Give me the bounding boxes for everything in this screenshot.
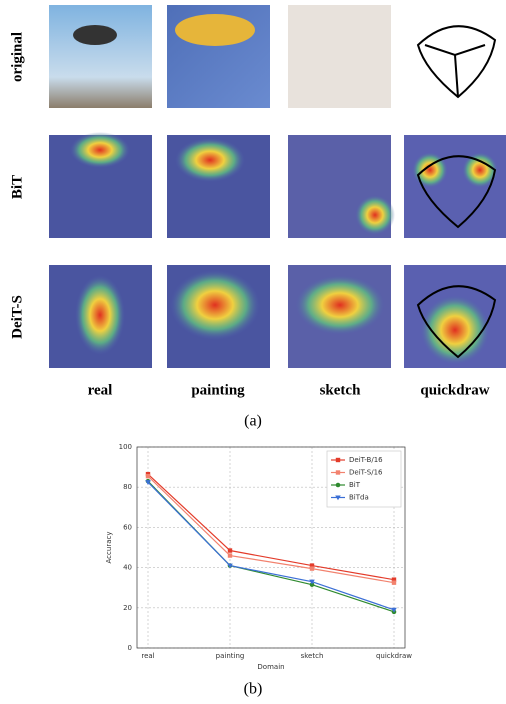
image (75, 275, 125, 355)
image (288, 5, 391, 108)
row-label: BiT (9, 175, 25, 199)
marker (309, 582, 315, 587)
image (412, 152, 448, 188)
marker (335, 495, 341, 501)
marker (391, 607, 397, 613)
image (73, 25, 117, 45)
marker (391, 577, 397, 582)
image (295, 275, 385, 335)
x-tick-label: real (141, 652, 154, 660)
plot-frame (136, 446, 406, 649)
y-axis-label: Accuracy (105, 532, 113, 564)
marker (309, 566, 315, 571)
x-axis-label: Domain (257, 663, 284, 671)
y-tick-label: 40 (123, 564, 132, 572)
y-tick-label: 80 (123, 483, 132, 491)
x-tick-label: painting (216, 652, 245, 660)
image (70, 132, 130, 168)
y-tick-label: 60 (123, 523, 132, 531)
y-tick-label: 100 (119, 443, 132, 451)
legend-label: DeiT-S/16 (349, 469, 383, 477)
x-tick-label: quickdraw (376, 652, 412, 660)
marker (145, 473, 151, 479)
image (420, 295, 490, 365)
image (416, 155, 497, 229)
chart: 0 20 40 60 80 100 real painting sketch quickdraw D… (105, 443, 412, 671)
caption: (a) (244, 413, 262, 430)
legend-label: BiTda (349, 494, 369, 502)
image (462, 152, 498, 188)
row-label: original (9, 32, 25, 82)
image-grid (49, 5, 506, 368)
image (416, 25, 497, 99)
legend-label: DeiT-B/16 (349, 456, 383, 464)
marker (227, 553, 233, 558)
column-label: real (88, 382, 113, 398)
image (175, 14, 255, 46)
marker (227, 548, 233, 553)
column-label: quickdraw (420, 382, 489, 398)
line (147, 473, 395, 581)
line (147, 475, 395, 584)
image (170, 270, 260, 340)
image (175, 138, 245, 182)
image (49, 5, 152, 108)
y-tick-label: 20 (123, 604, 132, 612)
row-label: DeiT-S (9, 295, 25, 339)
image (404, 135, 506, 238)
y-tick-label: 0 (128, 644, 132, 652)
marker (227, 563, 233, 569)
image (416, 285, 497, 359)
line (147, 481, 395, 611)
marker (335, 482, 341, 488)
legend-label: BiT (349, 481, 361, 489)
marker (335, 457, 341, 463)
column-label: painting (191, 382, 245, 398)
column-label: sketch (320, 382, 361, 398)
x-tick-label: sketch (301, 652, 324, 660)
marker (145, 480, 151, 485)
marker (391, 580, 397, 585)
marker (309, 563, 315, 568)
marker (309, 579, 315, 585)
caption: (b) (244, 681, 263, 698)
marker (335, 470, 341, 475)
image (355, 195, 395, 235)
